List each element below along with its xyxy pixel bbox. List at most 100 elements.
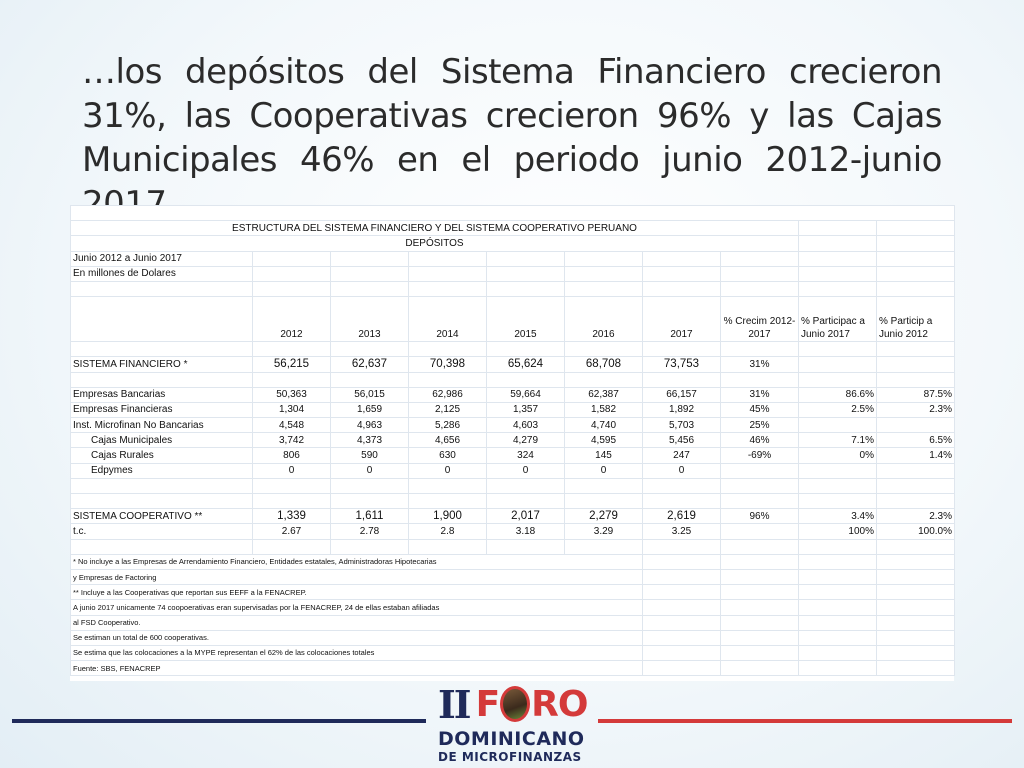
row-value: 4,603	[486, 417, 565, 434]
row-value: 1,339	[252, 508, 331, 525]
row-value: 73,753	[642, 356, 721, 373]
row-value: 2.8	[408, 523, 487, 540]
row-value: 590	[330, 447, 409, 464]
row-value: 1,304	[252, 401, 331, 419]
table-note: Se estiman un total de 600 cooperativas.	[70, 629, 643, 646]
row-value: 4,279	[486, 432, 565, 449]
table-row: SISTEMA COOPERATIVO ** 1,339 1,611 1,900…	[70, 508, 955, 525]
row-value: 50,363	[252, 386, 331, 403]
row-share-2017	[798, 462, 877, 479]
row-label: SISTEMA FINANCIERO *	[70, 356, 253, 373]
logo-line-2: DOMINICANO	[438, 728, 585, 750]
col-header: % Particip a Junio 2012	[876, 296, 955, 343]
row-value: 247	[642, 447, 721, 464]
col-header: 2017	[642, 296, 721, 343]
row-value: 1,892	[642, 401, 721, 419]
col-header: 2012	[252, 296, 331, 343]
row-value: 1,659	[330, 401, 409, 419]
table-note: A junio 2017 unicamente 74 coopoerativas…	[70, 599, 643, 616]
logo-line-3: DE MICROFINANZAS	[438, 750, 582, 764]
row-value: 2.67	[252, 523, 331, 540]
row-value: 5,456	[642, 432, 721, 449]
footer-bar-right	[598, 719, 1012, 723]
row-label: SISTEMA COOPERATIVO **	[70, 508, 253, 525]
row-value: 70,398	[408, 356, 487, 373]
row-value: 68,708	[564, 356, 643, 373]
row-share-2017: 2.5%	[798, 401, 877, 419]
row-value: 0	[486, 462, 565, 479]
row-value: 145	[564, 447, 643, 464]
row-value: 1,611	[330, 508, 409, 525]
table-row: Empresas Financieras 1,304 1,659 2,125 1…	[70, 401, 955, 419]
row-value: 0	[252, 462, 331, 479]
row-value: 0	[408, 462, 487, 479]
row-share-2017: 3.4%	[798, 508, 877, 525]
row-growth	[720, 462, 799, 479]
row-value: 324	[486, 447, 565, 464]
table-title: ESTRUCTURA DEL SISTEMA FINANCIERO Y DEL …	[70, 220, 799, 237]
row-value: 1,900	[408, 508, 487, 525]
row-value: 806	[252, 447, 331, 464]
col-header: 2013	[330, 296, 409, 343]
row-growth: 31%	[720, 356, 799, 373]
deposits-table: ESTRUCTURA DEL SISTEMA FINANCIERO Y DEL …	[70, 204, 955, 677]
row-growth: 25%	[720, 417, 799, 434]
row-value: 62,986	[408, 386, 487, 403]
row-share-2012: 2.3%	[876, 401, 955, 419]
row-share-2017: 7.1%	[798, 432, 877, 449]
row-share-2017	[798, 356, 877, 373]
row-value: 2,279	[564, 508, 643, 525]
row-value: 4,373	[330, 432, 409, 449]
table-row: SISTEMA FINANCIERO * 56,215 62,637 70,39…	[70, 356, 955, 373]
row-share-2012: 2.3%	[876, 508, 955, 525]
row-value: 62,637	[330, 356, 409, 373]
row-value: 2.78	[330, 523, 409, 540]
logo-numeral: II	[438, 681, 472, 727]
row-value: 630	[408, 447, 487, 464]
row-label: Cajas Municipales	[70, 432, 253, 449]
row-share-2012	[876, 356, 955, 373]
table-note: al FSD Cooperativo.	[70, 614, 643, 631]
row-value: 3.29	[564, 523, 643, 540]
table-row: Cajas Rurales 806 590 630 324 145 247 -6…	[70, 447, 955, 464]
col-header: 2014	[408, 296, 487, 343]
row-label: t.c.	[70, 523, 253, 540]
slide-title: …los depósitos del Sistema Financiero cr…	[82, 50, 943, 226]
row-share-2012: 87.5%	[876, 386, 955, 403]
row-value: 4,963	[330, 417, 409, 434]
row-growth: 96%	[720, 508, 799, 525]
table-source: Fuente: SBS, FENACREP	[70, 660, 643, 677]
row-value: 1,357	[486, 401, 565, 419]
row-share-2017: 100%	[798, 523, 877, 540]
row-value: 4,740	[564, 417, 643, 434]
table-row: Inst. Microfinan No Bancarias 4,548 4,96…	[70, 417, 955, 434]
row-value: 3,742	[252, 432, 331, 449]
row-value: 0	[642, 462, 721, 479]
deposits-table-container: ESTRUCTURA DEL SISTEMA FINANCIERO Y DEL …	[70, 204, 955, 681]
row-value: 2,017	[486, 508, 565, 525]
table-row: t.c. 2.67 2.78 2.8 3.18 3.29 3.25 100% 1…	[70, 523, 955, 540]
row-label: Empresas Bancarias	[70, 386, 253, 403]
row-growth: 46%	[720, 432, 799, 449]
row-value: 3.25	[642, 523, 721, 540]
row-label: Inst. Microfinan No Bancarias	[70, 417, 253, 434]
footer-bar-left	[12, 719, 426, 723]
row-share-2012	[876, 417, 955, 434]
row-growth: -69%	[720, 447, 799, 464]
row-value: 3.18	[486, 523, 565, 540]
row-value: 56,215	[252, 356, 331, 373]
table-note: * No incluye a las Empresas de Arrendami…	[70, 553, 643, 570]
row-value: 4,548	[252, 417, 331, 434]
logo-word: F RO	[476, 684, 589, 725]
row-growth	[720, 523, 799, 540]
event-logo: II F RO DOMINICANO DE MICROFINANZAS	[438, 682, 590, 768]
row-value: 65,624	[486, 356, 565, 373]
row-value: 4,595	[564, 432, 643, 449]
title-text: los depósitos del Sistema Financiero cre…	[82, 52, 943, 224]
row-value: 56,015	[330, 386, 409, 403]
row-value: 0	[564, 462, 643, 479]
row-growth: 31%	[720, 386, 799, 403]
row-label: Edpymes	[70, 462, 253, 479]
row-value: 59,664	[486, 386, 565, 403]
row-value: 0	[330, 462, 409, 479]
